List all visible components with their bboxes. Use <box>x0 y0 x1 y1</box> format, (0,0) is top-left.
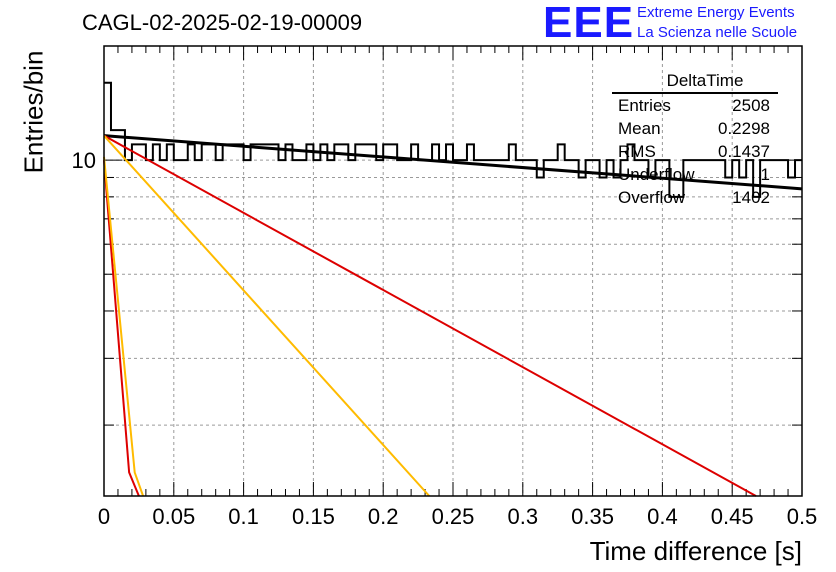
plot-frame <box>103 45 803 497</box>
x-tick-label: 0.25 <box>432 504 475 529</box>
x-tick-label: 0.35 <box>571 504 614 529</box>
fit-curve <box>103 134 803 191</box>
y-axis-label: Entries/bin <box>18 50 49 174</box>
logo-line-1: Extreme Energy Events <box>637 4 795 21</box>
x-tick-label: 0 <box>98 504 110 529</box>
fit-curve <box>103 135 431 497</box>
stat-value: 2508 <box>732 96 770 115</box>
x-tick-label: 0.45 <box>711 504 754 529</box>
x-tick-label: 0.3 <box>508 504 539 529</box>
x-tick-label: 0.05 <box>152 504 195 529</box>
x-tick-label: 0.2 <box>368 504 399 529</box>
stat-label: Underflow <box>618 165 695 184</box>
stat-value: 0.2298 <box>718 119 770 138</box>
x-axis-label: Time difference [s] <box>589 536 802 566</box>
chart-title: CAGL-02-2025-02-19-00009 <box>82 10 363 35</box>
x-tick-label: 0.1 <box>228 504 259 529</box>
stat-value: 1402 <box>732 188 770 207</box>
x-tick-label: 0.5 <box>787 504 818 529</box>
x-tick-label: 0.15 <box>292 504 335 529</box>
fit-curve <box>103 134 757 497</box>
x-tick-label: 0.4 <box>647 504 678 529</box>
stats-title: DeltaTime <box>612 72 778 94</box>
y-tick-label: 10 <box>72 148 96 173</box>
stat-value: 1 <box>760 165 770 184</box>
stat-value: 0.1437 <box>718 142 770 161</box>
stat-row: Overflow 1402 <box>612 186 778 209</box>
stat-row: RMS 0.1437 <box>612 140 778 163</box>
stat-label: RMS <box>618 142 656 161</box>
stat-row: Underflow 1 <box>612 163 778 186</box>
stat-label: Mean <box>618 119 661 138</box>
logo-subtitle: Extreme Energy Events La Scienza nelle S… <box>637 3 797 43</box>
eee-logo: EEE <box>543 0 635 47</box>
fit-curve <box>103 156 145 497</box>
stat-label: Overflow <box>618 188 686 207</box>
logo-line-2: La Scienza nelle Scuole <box>637 24 798 41</box>
stat-row: Entries 2508 <box>612 94 778 117</box>
fit-curve <box>103 160 140 497</box>
stat-row: Mean 0.2298 <box>612 117 778 140</box>
stat-label: Entries <box>618 96 671 115</box>
stats-box: DeltaTime Entries 2508 Mean 0.2298 RMS 0.14… <box>612 72 778 209</box>
